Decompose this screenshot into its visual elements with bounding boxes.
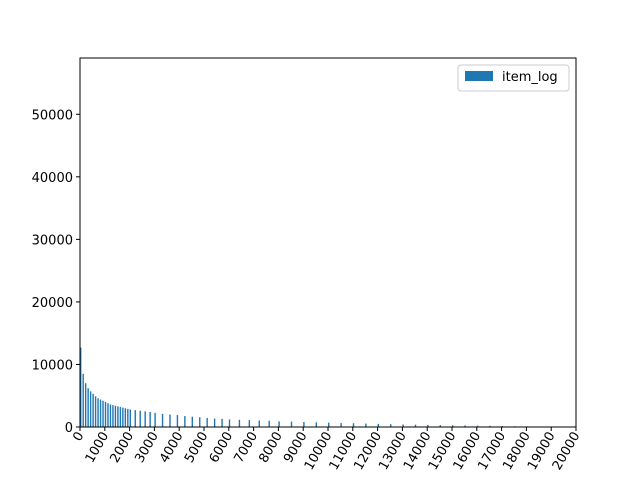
bar [452,425,454,427]
bar [268,420,270,427]
bar [213,418,216,427]
bar [134,410,136,427]
bar [149,411,151,427]
bar [489,425,491,427]
x-tick-label: 3000 [132,430,162,466]
bar [82,373,84,427]
bar [114,405,117,427]
bar [191,416,193,427]
x-tick-label: 6000 [207,430,237,466]
bar [248,420,251,427]
legend-label: item_log [502,70,558,85]
bar [278,421,280,427]
bar [144,411,146,427]
bar [107,403,109,427]
y-tick-label: 10000 [32,358,73,373]
bar [414,424,417,427]
legend: item_log [457,64,570,92]
y-tick-label: 20000 [32,296,73,311]
bar [199,417,201,427]
bar [377,423,379,427]
y-tick-label: 0 [65,421,73,436]
bar [365,423,367,427]
bar [464,425,466,427]
bar [97,398,99,427]
bar [104,401,107,427]
bar [112,405,114,427]
bar [476,425,479,427]
bar [122,407,124,427]
bar [109,404,112,427]
bar [129,409,131,427]
x-tick-label: 5000 [182,430,212,466]
bar [303,422,305,427]
bar [161,413,164,427]
bar [290,421,293,427]
x-tick-label: 1000 [83,430,113,466]
bar [80,347,82,427]
x-tick-label: 2000 [108,430,138,466]
plot-area-frame [79,57,577,428]
bar [315,422,317,427]
bar [390,424,392,427]
bar [328,422,330,427]
bar [84,383,87,427]
y-tick-label: 30000 [32,233,73,248]
bar [238,419,241,427]
y-tick-label: 50000 [32,108,73,123]
bar [139,410,141,427]
y-axis: 0 10000 20000 30000 40000 50000 [32,108,80,436]
bar [92,393,94,427]
bar [127,408,129,427]
bar [99,399,102,427]
bar [94,396,97,427]
bar [124,408,127,427]
bar [439,425,441,427]
y-tick-label: 40000 [32,171,73,186]
bar [89,391,92,427]
bar [154,412,156,427]
bar [352,423,355,427]
bar [206,417,208,427]
bar [119,406,122,427]
bar [117,406,119,427]
x-axis: 0100020003000400050006000700080009000100… [70,427,583,473]
bar [427,424,429,427]
bar-series-item-log [80,347,565,427]
bar [184,416,186,427]
x-tick-label: 4000 [157,430,187,466]
x-tick-label: 7000 [232,430,262,466]
bar [228,419,231,427]
bar [340,422,342,427]
x-tick-label: 8000 [256,430,286,466]
bar [102,400,104,427]
bar [87,388,89,427]
bar [176,415,179,427]
bar [221,418,223,427]
bar [258,420,260,427]
bar [169,414,171,427]
legend-swatch [465,71,493,81]
bar [402,424,404,427]
